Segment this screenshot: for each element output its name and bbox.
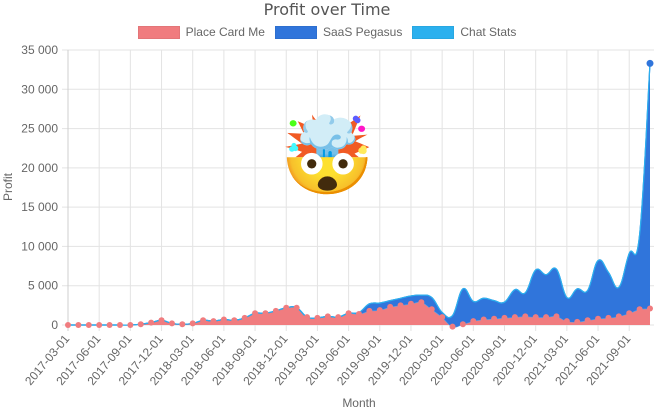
data-point[interactable] bbox=[647, 305, 653, 312]
data-point[interactable] bbox=[231, 317, 238, 324]
data-point[interactable] bbox=[511, 314, 518, 321]
data-point[interactable] bbox=[293, 304, 300, 311]
data-point[interactable] bbox=[407, 300, 414, 307]
data-point[interactable] bbox=[137, 321, 144, 328]
data-point[interactable] bbox=[584, 317, 591, 324]
y-axis: 0 5 000 10 000 15 000 20 000 25 000 30 000 35 0… bbox=[21, 43, 58, 332]
chart-title: Profit over Time bbox=[263, 0, 391, 19]
chart-areas bbox=[65, 59, 654, 330]
y-tick-label: 25 000 bbox=[21, 122, 58, 136]
y-tick-label: 20 000 bbox=[21, 161, 58, 175]
y-tick-label: 0 bbox=[51, 318, 58, 332]
legend-label-chat-stats: Chat Stats bbox=[460, 25, 517, 39]
data-point[interactable] bbox=[189, 320, 196, 327]
data-point[interactable] bbox=[418, 299, 425, 306]
data-point[interactable] bbox=[491, 315, 498, 322]
data-point-peak[interactable] bbox=[646, 59, 654, 67]
data-point[interactable] bbox=[522, 313, 529, 320]
data-point[interactable] bbox=[553, 313, 560, 320]
data-point[interactable] bbox=[449, 323, 456, 330]
data-point[interactable] bbox=[387, 303, 394, 310]
chart-legend: Place Card Me SaaS Pegasus Chat Stats bbox=[0, 25, 654, 39]
data-point[interactable] bbox=[605, 314, 612, 321]
data-point[interactable] bbox=[96, 322, 103, 328]
data-point[interactable] bbox=[116, 322, 123, 328]
data-point[interactable] bbox=[459, 321, 466, 328]
x-axis-title: Month bbox=[342, 396, 375, 410]
legend-item-saas-pegasus[interactable]: SaaS Pegasus bbox=[274, 25, 403, 39]
data-point[interactable] bbox=[501, 314, 508, 321]
data-point[interactable] bbox=[636, 306, 643, 313]
data-point[interactable] bbox=[179, 321, 186, 328]
data-point[interactable] bbox=[470, 318, 477, 325]
y-tick-label: 5 000 bbox=[28, 279, 58, 293]
data-point[interactable] bbox=[85, 322, 92, 328]
data-point[interactable] bbox=[376, 307, 383, 314]
data-point[interactable] bbox=[252, 310, 259, 317]
data-point[interactable] bbox=[439, 314, 446, 321]
legend-label-place-card-me: Place Card Me bbox=[185, 25, 265, 39]
legend-swatch-saas-pegasus bbox=[274, 25, 317, 39]
data-point[interactable] bbox=[158, 317, 165, 324]
data-point[interactable] bbox=[106, 322, 113, 328]
legend-swatch-chat-stats bbox=[412, 25, 455, 39]
data-point[interactable] bbox=[65, 322, 71, 328]
data-point[interactable] bbox=[595, 315, 602, 322]
data-point[interactable] bbox=[543, 314, 550, 321]
data-point[interactable] bbox=[397, 302, 404, 309]
data-point[interactable] bbox=[241, 314, 248, 321]
area-saas-pegasus bbox=[68, 63, 650, 327]
y-tick-label: 30 000 bbox=[21, 82, 58, 96]
data-point[interactable] bbox=[324, 313, 331, 320]
data-point[interactable] bbox=[148, 319, 155, 326]
data-point[interactable] bbox=[220, 316, 227, 323]
data-point[interactable] bbox=[168, 320, 175, 327]
data-point[interactable] bbox=[283, 304, 290, 311]
data-point[interactable] bbox=[262, 310, 269, 317]
data-point[interactable] bbox=[574, 318, 581, 325]
legend-item-place-card-me[interactable]: Place Card Me bbox=[137, 25, 265, 39]
data-point[interactable] bbox=[356, 311, 362, 317]
data-point[interactable] bbox=[480, 316, 487, 323]
data-point[interactable] bbox=[75, 322, 82, 328]
data-point[interactable] bbox=[366, 307, 373, 314]
data-point[interactable] bbox=[335, 314, 342, 321]
data-point[interactable] bbox=[314, 314, 321, 321]
data-point[interactable] bbox=[345, 310, 352, 317]
data-point[interactable] bbox=[626, 310, 633, 317]
data-point[interactable] bbox=[272, 307, 279, 314]
data-point[interactable] bbox=[304, 314, 311, 321]
y-axis-title: Profit bbox=[1, 172, 15, 201]
y-tick-label: 10 000 bbox=[21, 239, 58, 253]
y-tick-label: 35 000 bbox=[21, 43, 58, 57]
legend-label-saas-pegasus: SaaS Pegasus bbox=[322, 25, 403, 39]
x-axis: 2017-03-012017-06-012017-09-012017-12-01… bbox=[22, 332, 634, 388]
data-point[interactable] bbox=[200, 317, 207, 324]
data-point[interactable] bbox=[563, 318, 570, 325]
data-point[interactable] bbox=[428, 306, 435, 313]
data-point[interactable] bbox=[532, 314, 539, 321]
data-point[interactable] bbox=[127, 322, 134, 328]
mind-blown-emoji-icon: 🤯 bbox=[280, 111, 375, 200]
data-point[interactable] bbox=[615, 313, 622, 320]
legend-item-chat-stats[interactable]: Chat Stats bbox=[412, 25, 516, 39]
data-point[interactable] bbox=[210, 318, 217, 325]
legend-swatch-place-card-me bbox=[137, 25, 180, 39]
y-tick-label: 15 000 bbox=[21, 200, 58, 214]
